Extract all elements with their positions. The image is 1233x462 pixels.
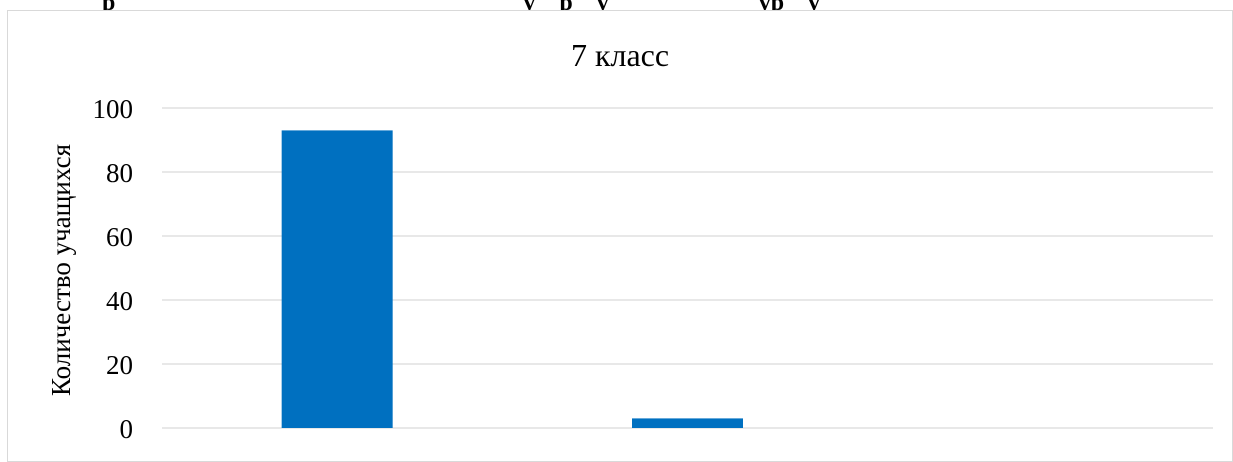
y-tick-label: 100 <box>93 94 134 124</box>
bars <box>281 130 743 428</box>
bar-2 <box>632 418 743 428</box>
chart-title: 7 класс <box>571 37 669 73</box>
y-axis-label: Количество учащихся <box>46 144 76 396</box>
bar-1 <box>281 130 393 428</box>
y-tick-label: 80 <box>106 158 133 188</box>
y-tick-label: 0 <box>120 414 134 444</box>
y-tick-label: 20 <box>106 350 133 380</box>
y-axis-ticks: 0 20 40 60 80 100 <box>93 94 134 444</box>
y-tick-label: 60 <box>106 222 133 252</box>
y-tick-label: 40 <box>106 286 133 316</box>
